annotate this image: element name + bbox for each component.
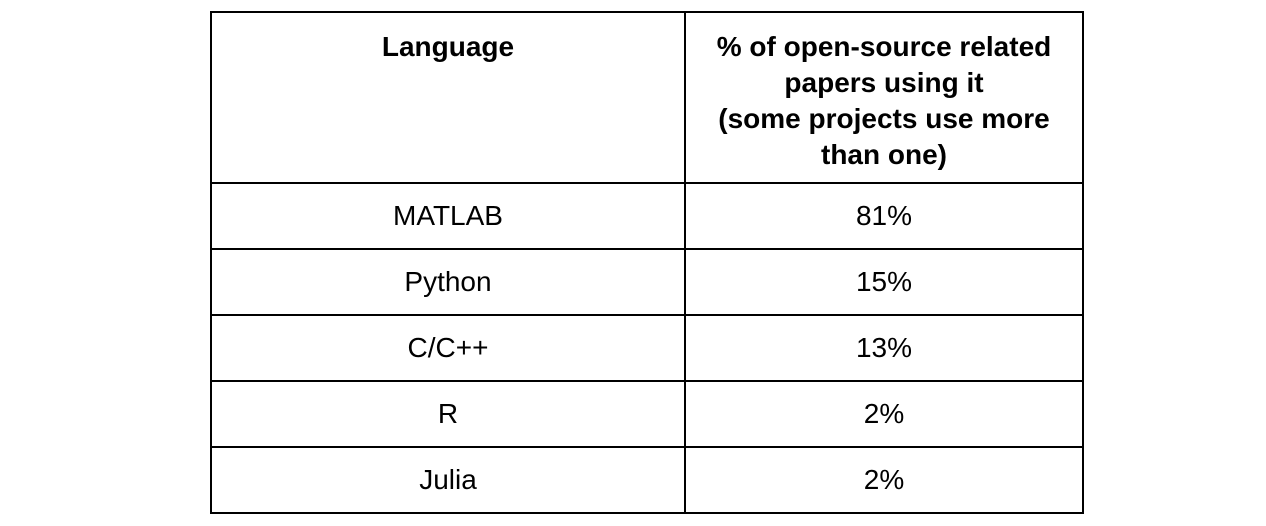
table-row: R 2% [210,380,1084,448]
cell-percent: 2% [684,380,1084,448]
table-row: C/C++ 13% [210,314,1084,382]
cell-language: R [210,380,686,448]
table-row: Julia 2% [210,446,1084,514]
cell-language: C/C++ [210,314,686,382]
table-row: Python 15% [210,248,1084,316]
cell-language: Julia [210,446,686,514]
cell-percent: 81% [684,182,1084,250]
header-percent-line-2: papers using it [784,67,984,98]
header-language: Language [210,11,686,184]
header-percent-line-4: than one) [821,139,947,170]
language-usage-table: Language % of open-source related papers… [210,11,1084,514]
table-header-row: Language % of open-source related papers… [210,11,1084,184]
cell-percent: 13% [684,314,1084,382]
header-percent-line-3: (some projects use more [718,103,1050,134]
language-usage-table-container: Language % of open-source related papers… [210,11,1084,514]
cell-language: Python [210,248,686,316]
table-row: MATLAB 81% [210,182,1084,250]
cell-percent: 15% [684,248,1084,316]
cell-percent: 2% [684,446,1084,514]
header-percent: % of open-source related papers using it… [684,11,1084,184]
cell-language: MATLAB [210,182,686,250]
header-percent-line-1: % of open-source related [716,31,1052,62]
